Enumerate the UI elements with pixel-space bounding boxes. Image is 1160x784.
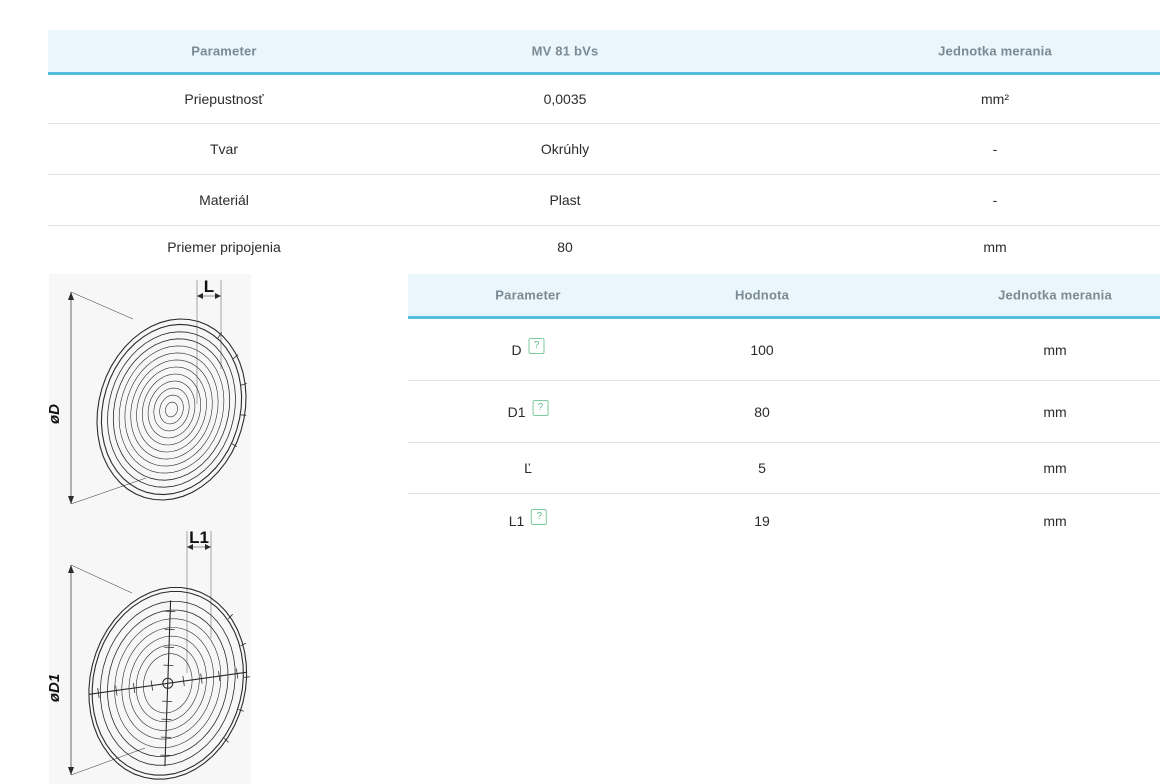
svg-text:L1: L1 bbox=[189, 528, 209, 547]
svg-text:øD1: øD1 bbox=[49, 674, 63, 702]
svg-text:øD: øD bbox=[49, 404, 63, 424]
svg-text:L: L bbox=[204, 277, 214, 296]
